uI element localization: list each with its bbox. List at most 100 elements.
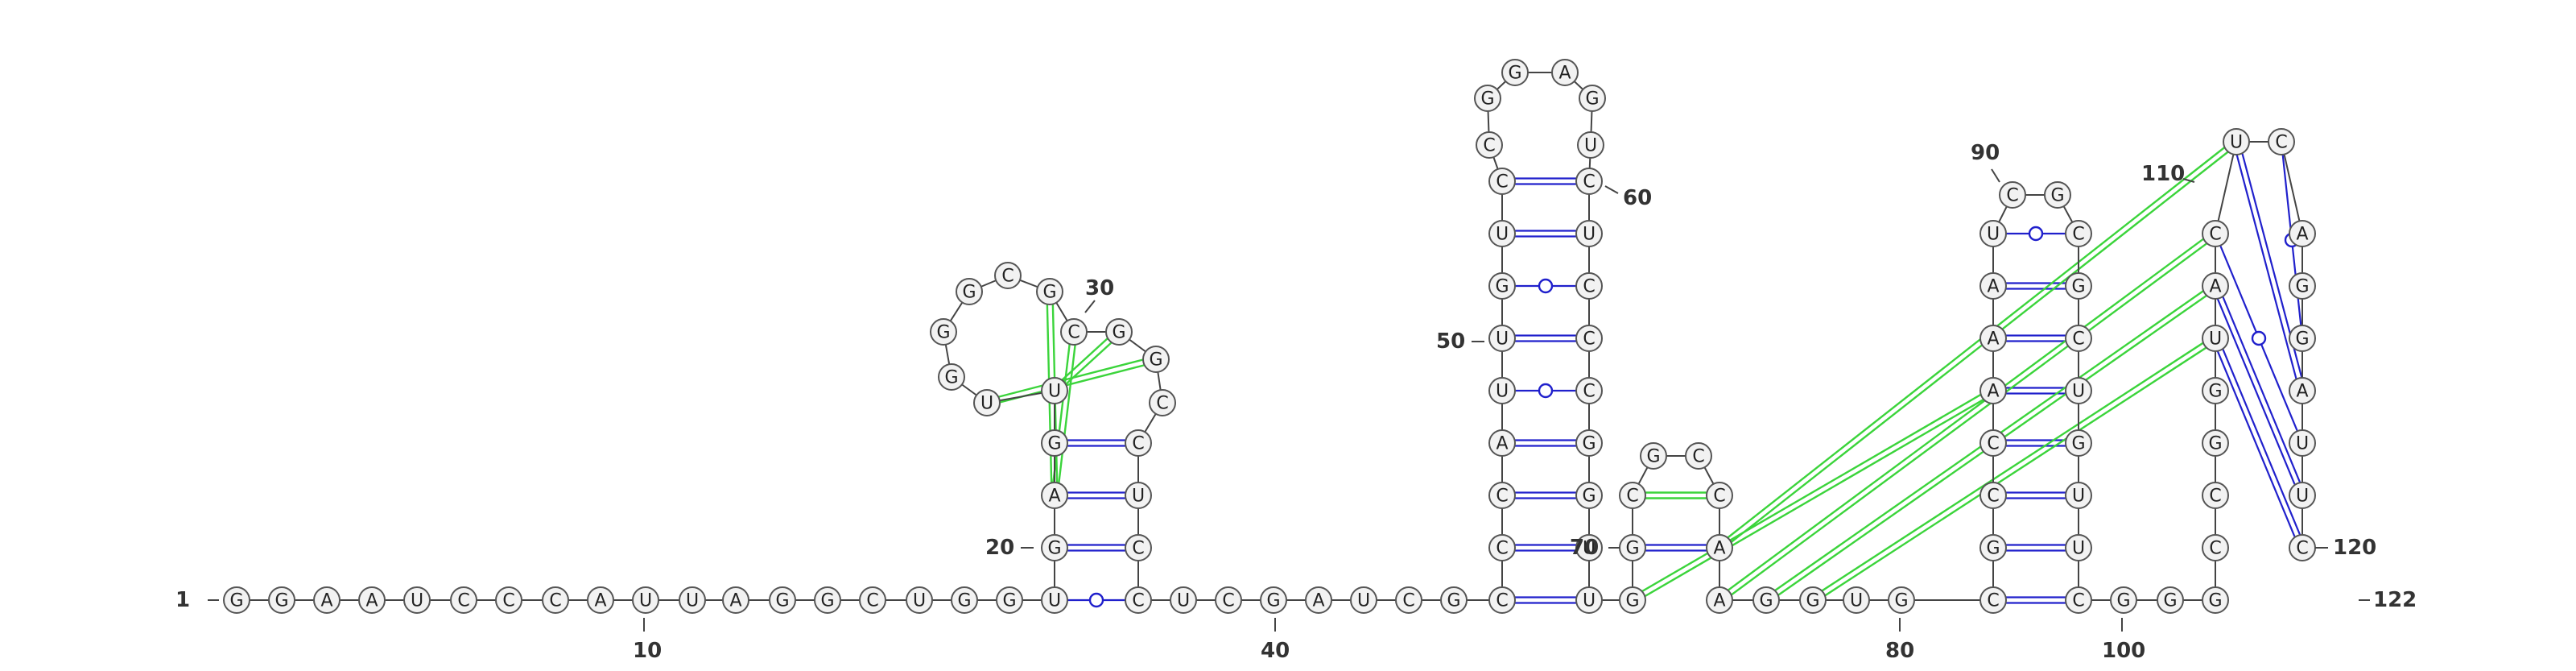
nucleotide-letter: C: [866, 591, 878, 611]
nucleotide-letter: U: [1048, 382, 1061, 402]
nucleotide-circle: [2289, 272, 2316, 300]
nucleotide-104: G: [2202, 429, 2229, 457]
nucleotide-circle: [1979, 482, 2007, 509]
nucleotide-letter: C: [1496, 539, 1508, 559]
nucleotide-circle: [2289, 220, 2316, 247]
nucleotide-letter: C: [1583, 172, 1595, 193]
nucleotide-letter: C: [1987, 434, 1999, 454]
nucleotide-38: U: [1170, 586, 1197, 614]
nucleotide-circle: [769, 586, 796, 614]
nucleotide-letter: G: [2208, 382, 2222, 402]
nucleotide-circle: [1979, 429, 2007, 457]
nucleotide-circle: [1501, 59, 1529, 86]
nucleotide-46: C: [1488, 534, 1516, 561]
nucleotide-letter: A: [2296, 225, 2308, 245]
nucleotide-6: C: [450, 586, 477, 614]
svg-text:80: 80: [1885, 639, 1914, 663]
nucleotide-48: A: [1488, 429, 1516, 457]
nucleotide-letter: C: [1402, 591, 1414, 611]
nucleotide-32: G: [1142, 346, 1170, 373]
nucleotide-47: C: [1488, 482, 1516, 509]
nucleotide-11: U: [679, 586, 706, 614]
nucleotide-30: C: [1060, 318, 1088, 346]
nucleotide-letter: G: [1582, 434, 1596, 454]
canonical-pair: [1055, 439, 1138, 447]
number-30: 30: [1084, 276, 1114, 313]
nucleotide-letter: A: [320, 591, 332, 611]
nucleotide-97: U: [2065, 534, 2092, 561]
svg-text:122: 122: [2373, 588, 2417, 612]
nucleotide-circle: [1041, 377, 1068, 404]
nucleotide-letter: G: [2071, 277, 2085, 297]
nucleotide-letter: A: [1987, 382, 1999, 402]
nucleotide-letter: G: [2116, 591, 2130, 611]
nucleotide-letter: C: [1626, 487, 1638, 507]
nucleotide-99: G: [2110, 586, 2137, 614]
canonical-pair: [1993, 282, 2079, 290]
canonical-pair: [1502, 439, 1589, 447]
nucleotide-circle: [1685, 442, 1712, 470]
pseudoknot-pair: [1051, 329, 1122, 394]
nucleotide-circle: [358, 586, 386, 614]
number-20: 20: [985, 536, 1034, 560]
svg-text:100: 100: [2102, 639, 2145, 663]
nucleotide-1: G: [223, 586, 250, 614]
nucleotide-letter: U: [2072, 539, 2085, 559]
nucleotide-circle: [951, 586, 978, 614]
nucleotide-25: G: [938, 363, 965, 391]
nucleotide-circle: [1440, 586, 1468, 614]
nucleotide-circle: [1999, 181, 2026, 209]
nucleotide-20: G: [1041, 534, 1068, 561]
svg-text:120: 120: [2333, 536, 2376, 560]
nucleotide-88: U: [1979, 220, 2007, 247]
nucleotide-61: U: [1575, 220, 1603, 247]
nucleotide-circle: [2065, 325, 2092, 352]
nucleotide-111: A: [2289, 220, 2316, 247]
nucleotide-14: G: [814, 586, 841, 614]
pseudoknot-pair: [1717, 139, 2239, 551]
nucleotide-114: A: [2289, 377, 2316, 404]
nucleotide-circle: [2202, 220, 2229, 247]
nucleotide-letter: G: [1480, 89, 1494, 110]
nucleotide-circle: [973, 389, 1001, 416]
nucleotide-circle: [1799, 586, 1827, 614]
number-50: 50: [1436, 329, 1484, 354]
nucleotide-102: C: [2202, 534, 2229, 561]
nucleotide-circle: [1979, 377, 2007, 404]
nucleotide-108: C: [2202, 220, 2229, 247]
nucleotide-circle: [2065, 482, 2092, 509]
nucleotide-circle: [632, 586, 659, 614]
svg-text:1: 1: [175, 588, 190, 612]
nucleotide-circle: [1706, 534, 1733, 561]
nucleotide-letter: U: [2296, 434, 2309, 454]
nucleotide-letter: C: [1132, 539, 1144, 559]
nucleotide-letter: C: [457, 591, 469, 611]
nucleotide-letter: U: [1048, 591, 1061, 611]
nucleotide-68: U: [1575, 586, 1603, 614]
number-100: 100: [2102, 618, 2145, 663]
nucleotide-letter: G: [1047, 539, 1061, 559]
nucleotide-circle: [1149, 389, 1176, 416]
nucleotide-letter: G: [2295, 329, 2309, 350]
nucleotide-circle: [1706, 482, 1733, 509]
gu-wobble-pair: [1993, 226, 2079, 242]
nucleotide-letter: G: [1047, 434, 1061, 454]
nucleotide-92: G: [2065, 272, 2092, 300]
nucleotide-circle: [1488, 168, 1516, 195]
nucleotide-circle: [1125, 534, 1152, 561]
nucleotide-103: C: [2202, 482, 2229, 509]
nucleotide-letter: U: [1177, 591, 1190, 611]
nucleotide-letter: A: [2296, 382, 2308, 402]
nucleotide-circle: [1125, 586, 1152, 614]
nucleotide-circle: [930, 318, 957, 346]
canonical-pair: [1055, 491, 1138, 499]
nucleotide-circle: [1488, 377, 1516, 404]
nucleotide-letter: U: [1584, 136, 1597, 156]
backbone-segment: [2215, 141, 2237, 234]
nucleotide-letter: G: [2071, 434, 2085, 454]
nucleotide-13: G: [769, 586, 796, 614]
nucleotide-41: A: [1305, 586, 1332, 614]
nucleotide-65: G: [1575, 429, 1603, 457]
nucleotide-letter: G: [936, 323, 950, 343]
